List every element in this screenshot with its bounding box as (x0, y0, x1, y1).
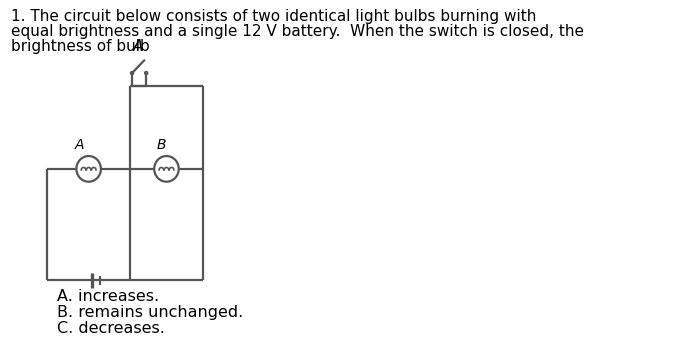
Text: C. decreases.: C. decreases. (57, 321, 164, 336)
Text: A: A (132, 39, 143, 54)
Text: A: A (74, 138, 84, 152)
Text: equal brightness and a single 12 V battery.  When the switch is closed, the: equal brightness and a single 12 V batte… (11, 24, 584, 39)
Text: 1. The circuit below consists of two identical light bulbs burning with: 1. The circuit below consists of two ide… (11, 9, 537, 24)
Text: B: B (157, 138, 167, 152)
Circle shape (76, 156, 101, 182)
Text: B. remains unchanged.: B. remains unchanged. (57, 305, 243, 320)
Circle shape (154, 156, 178, 182)
Text: A. increases.: A. increases. (57, 290, 159, 304)
Text: brightness of bulb: brightness of bulb (11, 39, 155, 54)
